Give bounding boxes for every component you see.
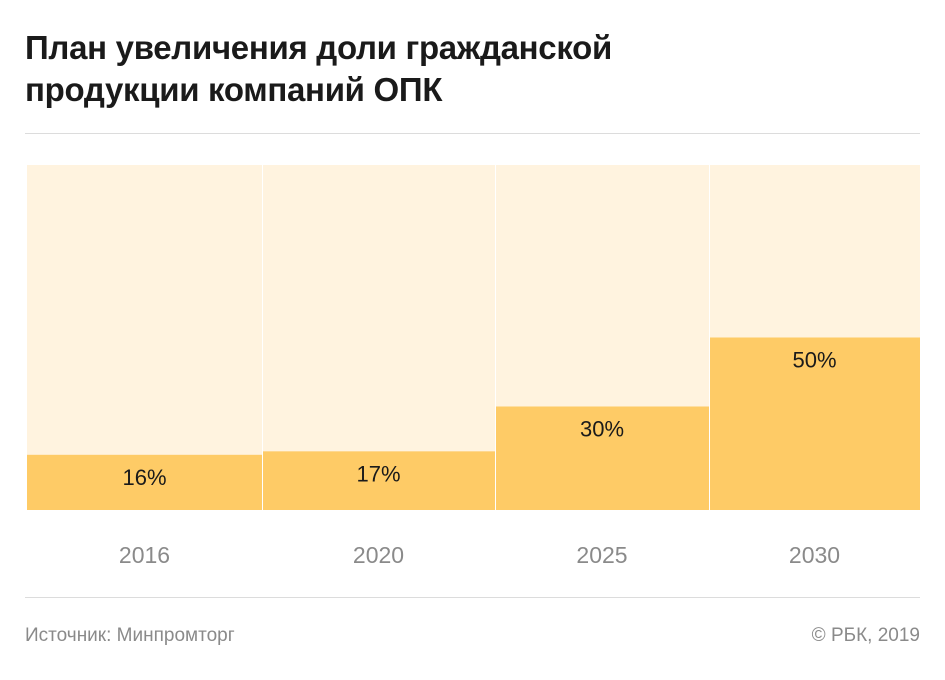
x-tick-label-2016: 2016 xyxy=(119,542,170,568)
data-label-2020: 17% xyxy=(356,461,400,486)
chart-title: План увеличения доли гражданской продукц… xyxy=(25,27,905,111)
bar-2016 xyxy=(27,454,262,510)
chart-title-line-2: продукции компаний ОПК xyxy=(25,71,443,108)
x-tick-label-2030: 2030 xyxy=(789,542,840,568)
bar-2025 xyxy=(496,406,709,510)
data-label-2030: 50% xyxy=(792,348,836,373)
top-divider xyxy=(25,133,920,134)
bottom-divider xyxy=(25,597,920,598)
bar-2030 xyxy=(710,337,920,510)
copyright-note: © РБК, 2019 xyxy=(811,625,920,646)
x-tick-label-2025: 2025 xyxy=(576,542,627,568)
source-note: Источник: Минпромторг xyxy=(25,625,235,646)
chart-title-line-1: План увеличения доли гражданской xyxy=(25,29,612,66)
bar-background-2016 xyxy=(27,165,262,510)
data-label-2016: 16% xyxy=(122,465,166,490)
data-label-2025: 30% xyxy=(580,417,624,442)
x-tick-label-2020: 2020 xyxy=(353,542,404,568)
bar-2020 xyxy=(263,451,495,510)
